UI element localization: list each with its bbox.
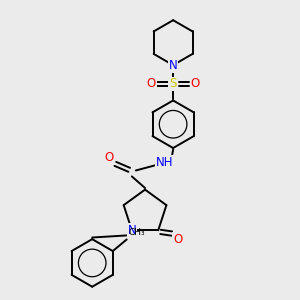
Text: O: O <box>190 77 200 91</box>
Text: O: O <box>146 77 156 91</box>
Text: NH: NH <box>156 156 174 169</box>
Text: O: O <box>173 233 183 246</box>
Text: O: O <box>105 151 114 164</box>
Text: N: N <box>169 58 178 72</box>
Text: S: S <box>169 77 177 91</box>
Text: CH₃: CH₃ <box>128 228 145 237</box>
Text: N: N <box>128 224 136 237</box>
